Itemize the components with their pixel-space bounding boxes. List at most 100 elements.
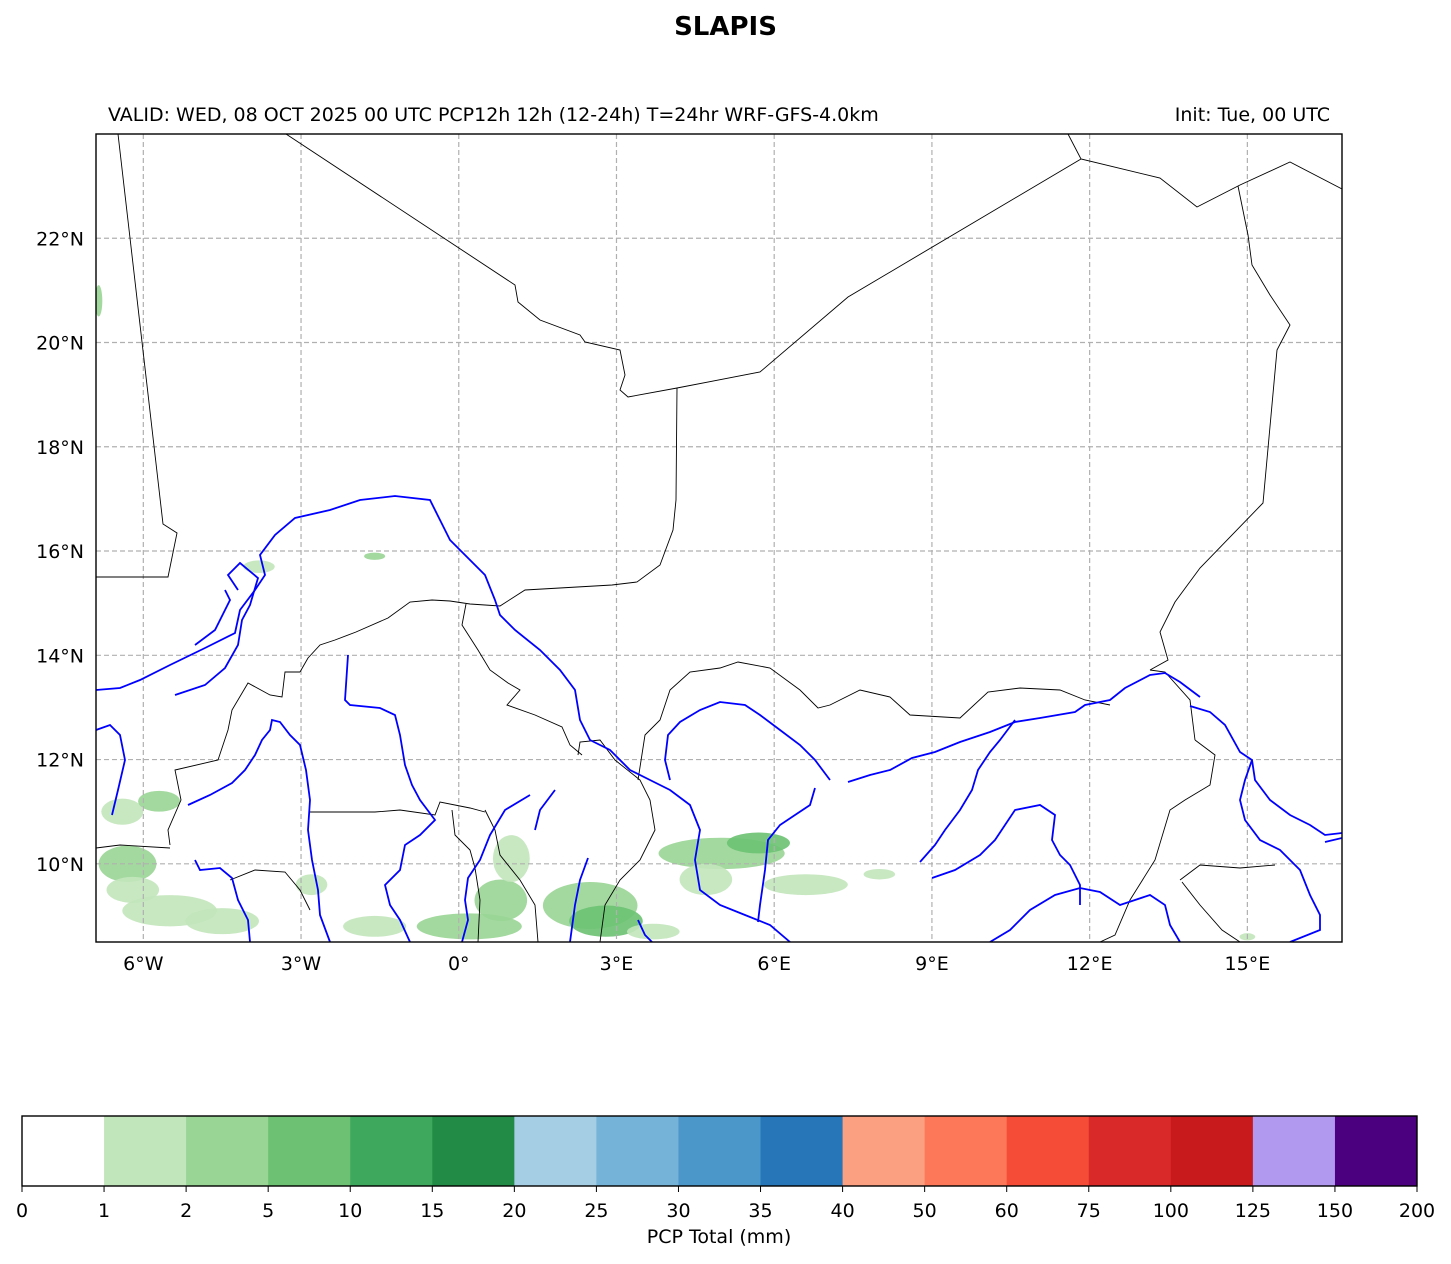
precip-area (96, 285, 103, 317)
border-niger-nigeria (637, 661, 1111, 781)
colorbar-tick-label: 60 (995, 1200, 1019, 1222)
border-algeria-libya (1067, 134, 1342, 208)
colorbar-swatch (514, 1116, 597, 1186)
figure-title: SLAPIS (674, 12, 777, 42)
colorbar-tick-label: 20 (502, 1200, 526, 1222)
longitude-tick-label: 12°E (1067, 953, 1113, 975)
river-niger (96, 495, 791, 942)
colorbar-swatch (760, 1116, 844, 1186)
longitude-tick-label: 6°W (123, 953, 164, 975)
precip-area (138, 790, 181, 812)
border-mali-algeria (285, 134, 1082, 398)
precip-area (679, 863, 733, 896)
river-jamaare (919, 719, 1016, 863)
precip-area (364, 552, 386, 560)
river-kaduna (757, 787, 816, 923)
colorbar-label: PCP Total (mm) (646, 1226, 792, 1248)
precip-area (726, 832, 790, 854)
river-niger-branch (194, 589, 232, 646)
longitude-tick-label: 0° (448, 953, 470, 975)
latitude-tick-label: 18°N (36, 437, 84, 459)
precip-area (185, 908, 259, 935)
river-sota (637, 919, 653, 942)
colorbar: 0 1 2 5 10 15 20 25 30 35 40 50 60 75 100 125 150 200 (16, 1115, 1435, 1222)
colorbar-swatch (186, 1116, 269, 1186)
border-cameroon-car (1181, 881, 1241, 942)
colorbar-swatch (104, 1116, 187, 1186)
river-bani (174, 561, 260, 696)
precip-area (763, 874, 848, 896)
longitude-tick-label: 3°W (281, 953, 322, 975)
colorbar-tick-label: 125 (1235, 1200, 1271, 1222)
precip-area (626, 923, 680, 940)
latitude-tick-label: 10°N (36, 854, 84, 876)
colorbar-tick-label: 10 (338, 1200, 362, 1222)
colorbar-swatch (924, 1116, 1008, 1186)
map-frame-border (95, 133, 1343, 943)
colorbar-tick-label: 1 (98, 1200, 110, 1222)
river-mekrou (569, 857, 589, 942)
colorbar-tick-label: 150 (1317, 1200, 1353, 1222)
border-cameroon-chad (1179, 864, 1276, 881)
colorbar-frame (21, 1115, 1418, 1187)
colorbar-swatch (1334, 1116, 1418, 1186)
border-mauritania-mali (96, 134, 178, 578)
colorbar-tick-label: 50 (913, 1200, 937, 1222)
precip-area (98, 845, 157, 883)
border-burkina (167, 671, 300, 846)
colorbar-swatch (1252, 1116, 1336, 1186)
border-libya-chad (1149, 185, 1291, 671)
precip-area (295, 874, 328, 896)
river-sokoto (664, 701, 831, 781)
colorbar-swatch (432, 1116, 515, 1186)
border-niger-algeria-mali (299, 387, 678, 673)
border-niger-chad (1149, 669, 1196, 741)
colorbar-swatch (268, 1116, 351, 1186)
precip-area (863, 869, 896, 880)
precip-area (569, 905, 643, 937)
colorbar-tick-label: 200 (1399, 1200, 1435, 1222)
latitude-tick-label: 20°N (36, 333, 84, 355)
colorbar-swatch (350, 1116, 433, 1186)
colorbar-tick-label: 25 (584, 1200, 608, 1222)
river-volta-lower (194, 859, 251, 942)
river-benue (989, 887, 1181, 942)
colorbar-tick-label: 5 (262, 1200, 274, 1222)
longitude-tick-label: 9°E (915, 953, 949, 975)
colorbar-swatch (596, 1116, 679, 1186)
river-oti (534, 789, 556, 831)
colorbar-swatch (22, 1116, 105, 1186)
river-logone-chari (1189, 705, 1342, 836)
longitude-tick-labels: 6°W 3°W 0° 3°E 6°E 9°E 12°E 15°E (123, 953, 1270, 975)
colorbar-tick-label: 100 (1153, 1200, 1189, 1222)
valid-time-subtitle: VALID: WED, 08 OCT 2025 00 UTC PCP12h 12… (108, 104, 879, 126)
latitude-tick-label: 14°N (36, 645, 84, 667)
graticule (96, 134, 1342, 942)
border-ghana-togo (451, 809, 481, 942)
river-black-volta (344, 654, 437, 942)
border-burkina-niger (461, 603, 583, 756)
latitude-tick-label: 16°N (36, 541, 84, 563)
colorbar-swatch (1088, 1116, 1172, 1186)
river-white-volta (187, 718, 331, 942)
colorbar-tick-label: 40 (830, 1200, 854, 1222)
river-oti-2 (461, 794, 531, 942)
river-gongola (931, 804, 1081, 905)
init-time-subtitle: Init: Tue, 00 UTC (1174, 104, 1330, 126)
longitude-tick-label: 15°E (1225, 953, 1271, 975)
precip-area (106, 876, 160, 903)
colorbar-tick-label: 30 (666, 1200, 690, 1222)
longitude-tick-label: 6°E (757, 953, 791, 975)
colorbar-swatch (842, 1116, 926, 1186)
colorbar-tick-label: 75 (1077, 1200, 1101, 1222)
border-nigeria-cameroon (1099, 739, 1216, 942)
colorbar-tick-label: 15 (420, 1200, 444, 1222)
river-logone (1239, 759, 1321, 942)
border-togo-benin (484, 809, 539, 942)
precip-area (243, 560, 275, 573)
precip-area (474, 879, 528, 922)
colorbar-tick-label: 35 (748, 1200, 772, 1222)
colorbar-tick-label: 0 (16, 1200, 28, 1222)
precip-area (343, 915, 407, 937)
river-hadejia (847, 672, 1201, 783)
